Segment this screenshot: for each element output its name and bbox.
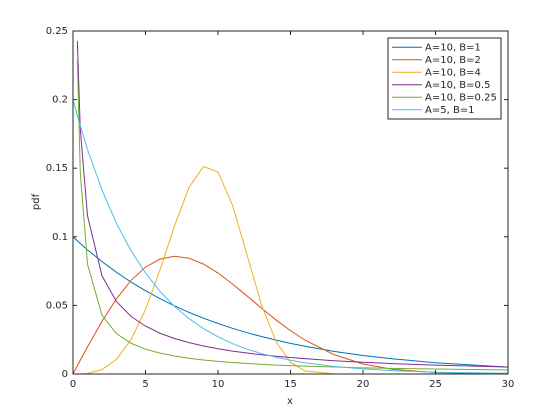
lines — [73, 40, 508, 374]
legend-label: A=10, B=1 — [425, 42, 481, 53]
legend-label: A=5, B=1 — [425, 105, 475, 116]
y-tick-label: 0.15 — [46, 163, 68, 174]
x-tick-label: 0 — [70, 379, 76, 390]
legend-box — [387, 37, 502, 120]
x-tick-label: 5 — [142, 379, 148, 390]
x-axis-label: x — [287, 396, 293, 407]
data-line — [73, 236, 508, 368]
x-tick-label: 10 — [212, 379, 225, 390]
legend-label: A=10, B=0.5 — [425, 80, 490, 91]
legend-label: A=10, B=2 — [425, 55, 481, 66]
y-tick-label: 0.05 — [46, 300, 68, 311]
data-line — [76, 40, 508, 368]
legend-label: A=10, B=0.25 — [425, 92, 497, 103]
x-tick-label: 20 — [357, 379, 370, 390]
data-line — [73, 255, 508, 374]
y-tick-label: 0.2 — [52, 95, 68, 106]
legend: A=10, B=1A=10, B=2A=10, B=4A=10, B=0.5A=… — [387, 37, 502, 120]
legend-label: A=10, B=4 — [425, 67, 481, 78]
y-tick-label: 0 — [62, 369, 68, 380]
y-axis-label: pdf — [31, 193, 42, 210]
data-line — [73, 99, 508, 374]
y-tick-label: 0.25 — [46, 26, 68, 37]
x-tick-label: 25 — [429, 379, 442, 390]
x-tick-label: 30 — [502, 379, 515, 390]
y-tick-label: 0.1 — [52, 232, 68, 243]
x-tick-label: 15 — [284, 379, 297, 390]
